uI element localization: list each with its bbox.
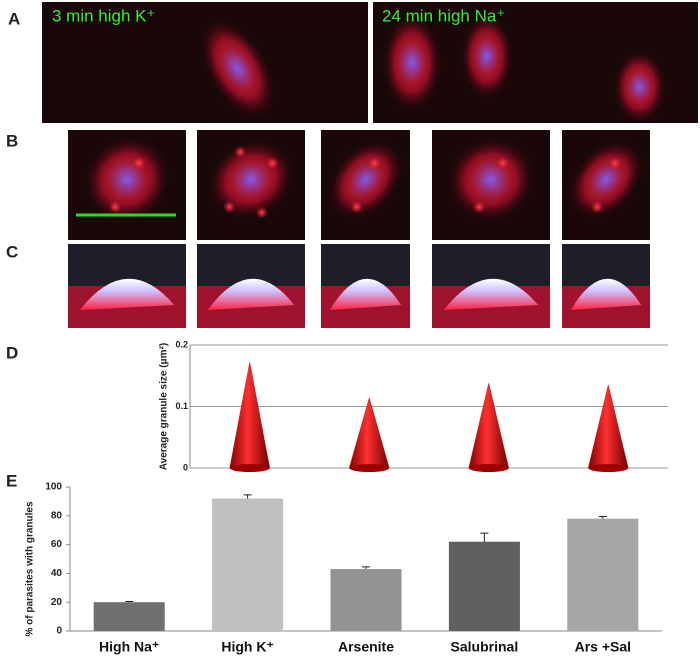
nucleus (397, 40, 427, 85)
error-bar (598, 516, 607, 519)
nucleus (588, 161, 624, 198)
cone (468, 383, 510, 469)
y-tick-label: 80 (51, 510, 63, 521)
surface-mound (207, 278, 295, 310)
granule (132, 157, 145, 169)
y-tick-label: 20 (51, 597, 63, 608)
nucleus (231, 160, 271, 199)
nucleus (106, 159, 148, 200)
granule (266, 157, 279, 169)
y-tick-label: 0.1 (175, 401, 188, 411)
y-axis-label: Average granule size (μm²) (159, 343, 170, 470)
nucleus (470, 159, 512, 200)
x-tick-label: Arsenite (338, 639, 394, 655)
x-tick-label: High Na⁺ (99, 639, 159, 655)
surface-mound (79, 278, 175, 310)
error-bar (243, 494, 252, 499)
nucleus (626, 70, 653, 104)
cone (587, 384, 629, 469)
micrographs (42, 2, 698, 328)
bar (212, 498, 284, 631)
panel-label: C (6, 242, 18, 261)
bar (330, 569, 402, 631)
granule (473, 201, 486, 213)
cone-base (349, 464, 390, 472)
granule (109, 201, 122, 213)
panel-label: E (6, 471, 17, 490)
x-tick-label: Ars +Sal (575, 639, 631, 655)
bar (448, 541, 520, 631)
panel-label: B (6, 131, 18, 150)
error-bar (480, 532, 489, 542)
x-tick-label: High K⁺ (221, 639, 274, 655)
y-tick-label: 60 (51, 539, 63, 550)
cone (348, 396, 390, 469)
nucleus (348, 161, 383, 198)
y-tick-label: 100 (45, 482, 62, 493)
granule (591, 201, 604, 213)
nucleus (219, 46, 256, 92)
bar (93, 602, 165, 631)
error-bar (125, 600, 134, 603)
y-tick-label: 0 (183, 462, 188, 472)
granule (234, 146, 247, 158)
bar (567, 518, 639, 631)
nucleus (473, 37, 500, 76)
image-caption: 3 min high K⁺ (52, 6, 155, 25)
granule (223, 201, 236, 213)
panel-label: A (8, 9, 20, 28)
error-bar (362, 566, 370, 570)
x-tick-label: Salubrinal (451, 639, 519, 655)
y-tick-label: 0.2 (175, 339, 188, 349)
surface-mound (329, 278, 402, 310)
granule (255, 206, 268, 219)
y-tick-label: 0 (56, 626, 62, 637)
panel-label: D (6, 343, 18, 362)
surface-mound (570, 278, 642, 310)
granule (368, 157, 381, 169)
surface-mound (443, 278, 539, 310)
y-tick-label: 40 (51, 568, 63, 579)
cone-base (588, 464, 629, 472)
granule (608, 157, 621, 169)
image-caption: 24 min high Na⁺ (382, 6, 505, 25)
y-axis-label: % of parasites with granules (25, 501, 36, 636)
cone-base (468, 464, 509, 472)
cone-base (229, 464, 270, 472)
granule (496, 157, 509, 169)
granule (350, 201, 363, 213)
cone (229, 362, 271, 469)
